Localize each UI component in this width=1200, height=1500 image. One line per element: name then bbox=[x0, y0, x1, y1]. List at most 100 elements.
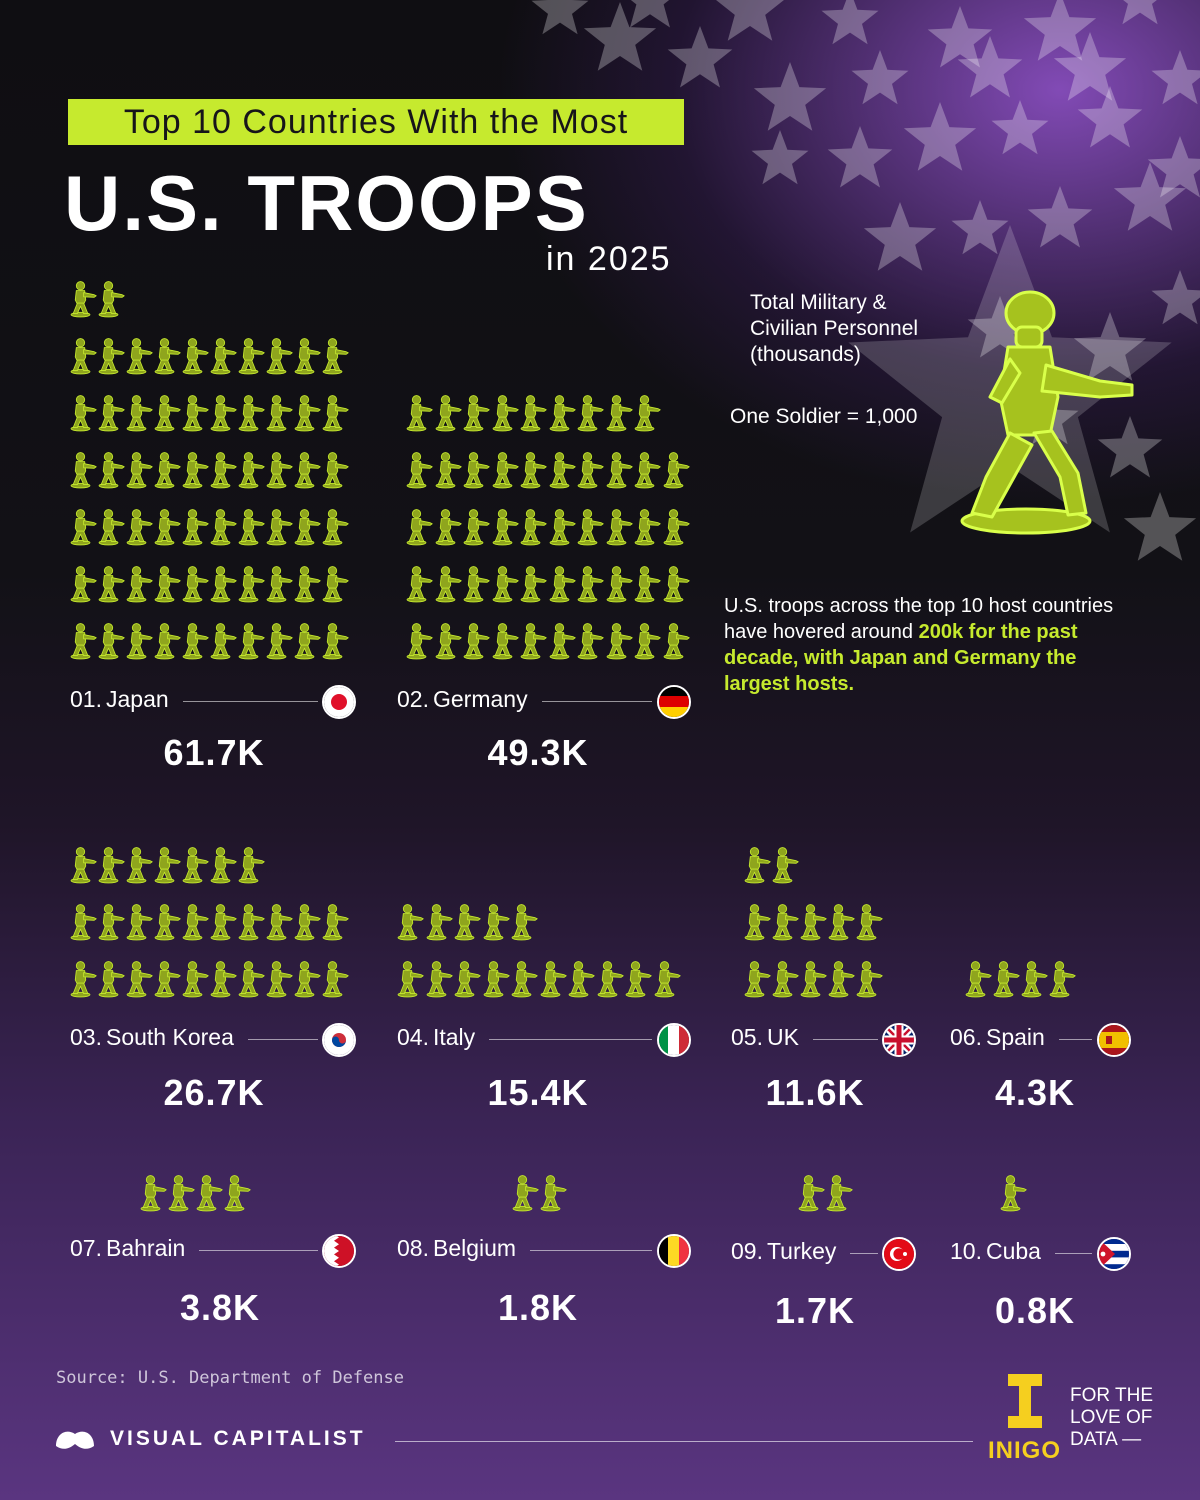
soldier-icon bbox=[238, 394, 265, 437]
legend-measure: Total Military & Civilian Personnel (tho… bbox=[750, 291, 919, 366]
soldier-icon bbox=[520, 451, 547, 494]
soldier-icon bbox=[435, 622, 462, 665]
soldier-icon bbox=[140, 1174, 167, 1217]
soldier-icon bbox=[238, 903, 265, 946]
source-note: Source: U.S. Department of Defense bbox=[56, 1368, 404, 1388]
page-subtitle: in 2025 bbox=[546, 240, 672, 278]
japan-flag-icon bbox=[322, 685, 356, 719]
soldier-icon bbox=[126, 565, 153, 608]
country-rank: 05. bbox=[731, 1024, 763, 1050]
country-rank: 07. bbox=[70, 1235, 102, 1261]
soldier-icon bbox=[606, 394, 633, 437]
country-name: Belgium bbox=[432, 1235, 517, 1261]
star-icon bbox=[751, 130, 809, 185]
value-label: 61.7K bbox=[163, 732, 265, 773]
soldier-icon bbox=[397, 903, 424, 946]
country-label: 01. Japan bbox=[70, 686, 169, 713]
callout-plain: U.S. troops across the top 10 host count… bbox=[724, 595, 1114, 643]
soldier-icon bbox=[266, 960, 293, 1003]
soldier-icon bbox=[98, 508, 125, 551]
soldier-icon bbox=[606, 451, 633, 494]
soldier-icon bbox=[606, 508, 633, 551]
star-icon bbox=[967, 296, 1033, 358]
title-banner: Top 10 Countries With the Most bbox=[68, 99, 684, 145]
soldier-icon bbox=[210, 846, 237, 889]
country-label: 02. Germany bbox=[397, 686, 528, 713]
soldier-icon bbox=[266, 508, 293, 551]
brand-name: VISUAL CAPITALIST bbox=[110, 1427, 366, 1450]
soldier-icon bbox=[463, 394, 490, 437]
soldier-icon bbox=[294, 451, 321, 494]
soldier-icon bbox=[856, 960, 883, 1003]
soldier-icon bbox=[210, 622, 237, 665]
star-icon bbox=[1073, 312, 1147, 381]
star-icon bbox=[827, 126, 893, 188]
soldier-icon bbox=[98, 451, 125, 494]
soldier-icon bbox=[70, 903, 97, 946]
soldier-icon bbox=[322, 903, 349, 946]
spain-flag-icon bbox=[1097, 1023, 1131, 1057]
country-label: 08. Belgium bbox=[397, 1235, 516, 1262]
soldier-icon bbox=[463, 451, 490, 494]
soldier-icon bbox=[70, 622, 97, 665]
soldier-icon bbox=[772, 903, 799, 946]
star-icon bbox=[951, 200, 1009, 255]
brand-logo: VISUAL CAPITALIST bbox=[52, 1424, 366, 1454]
soldier-icon bbox=[828, 960, 855, 1003]
soldier-icon bbox=[182, 508, 209, 551]
soldier-icon bbox=[238, 960, 265, 1003]
soldier-icon bbox=[98, 903, 125, 946]
soldier-icon bbox=[606, 622, 633, 665]
soldier-icon bbox=[772, 960, 799, 1003]
soldier-icon bbox=[70, 280, 97, 323]
soldier-icon bbox=[993, 960, 1020, 1003]
soldier-icon bbox=[492, 565, 519, 608]
soldier-icon bbox=[70, 451, 97, 494]
star-icon bbox=[851, 50, 909, 105]
soldier-icon bbox=[426, 960, 453, 1003]
soldier-icon bbox=[126, 903, 153, 946]
star-icon bbox=[630, 0, 670, 28]
soldier-icon bbox=[606, 565, 633, 608]
callout-highlight: 200k for the past decade, with Japan and… bbox=[724, 621, 1078, 695]
soldier-icon bbox=[70, 508, 97, 551]
country-rank: 08. bbox=[397, 1235, 429, 1261]
value-label: 26.7K bbox=[163, 1072, 265, 1113]
soldier-icon bbox=[828, 903, 855, 946]
soldier-icon bbox=[435, 565, 462, 608]
star-icon bbox=[583, 2, 657, 71]
soldier-icon bbox=[210, 903, 237, 946]
soldier-icon bbox=[98, 394, 125, 437]
star-icon bbox=[753, 62, 827, 131]
soldier-icon bbox=[70, 337, 97, 380]
soldier-icon bbox=[511, 960, 538, 1003]
soldier-icon bbox=[492, 451, 519, 494]
soldier-icon bbox=[800, 960, 827, 1003]
leader-line bbox=[489, 1039, 652, 1040]
star-icon bbox=[927, 6, 993, 68]
value-label: 0.8K bbox=[994, 1290, 1076, 1331]
soldier-icon bbox=[154, 337, 181, 380]
soldier-icon bbox=[634, 508, 661, 551]
country-rank: 03. bbox=[70, 1024, 102, 1050]
soldier-icon bbox=[266, 903, 293, 946]
value-label: 11.6K bbox=[765, 1072, 865, 1113]
star-icon bbox=[991, 100, 1049, 155]
soldier-icon bbox=[483, 960, 510, 1003]
star-icon bbox=[1123, 492, 1197, 561]
soldier-icon bbox=[154, 903, 181, 946]
value-label: 3.8K bbox=[179, 1287, 261, 1328]
cuba-flag-icon bbox=[1097, 1237, 1131, 1271]
soldier-icon bbox=[744, 903, 771, 946]
country-rank: 09. bbox=[731, 1238, 763, 1264]
soldier-icon bbox=[826, 1174, 853, 1217]
star-icon bbox=[1097, 416, 1163, 478]
soldier-icon bbox=[182, 846, 209, 889]
soldier-icon bbox=[126, 508, 153, 551]
country-rank: 02. bbox=[397, 686, 429, 712]
soldier-icon bbox=[577, 622, 604, 665]
soldier-icon bbox=[406, 508, 433, 551]
soldier-icon bbox=[1000, 1174, 1027, 1217]
soldier-icon bbox=[549, 622, 576, 665]
soldier-icon bbox=[492, 394, 519, 437]
